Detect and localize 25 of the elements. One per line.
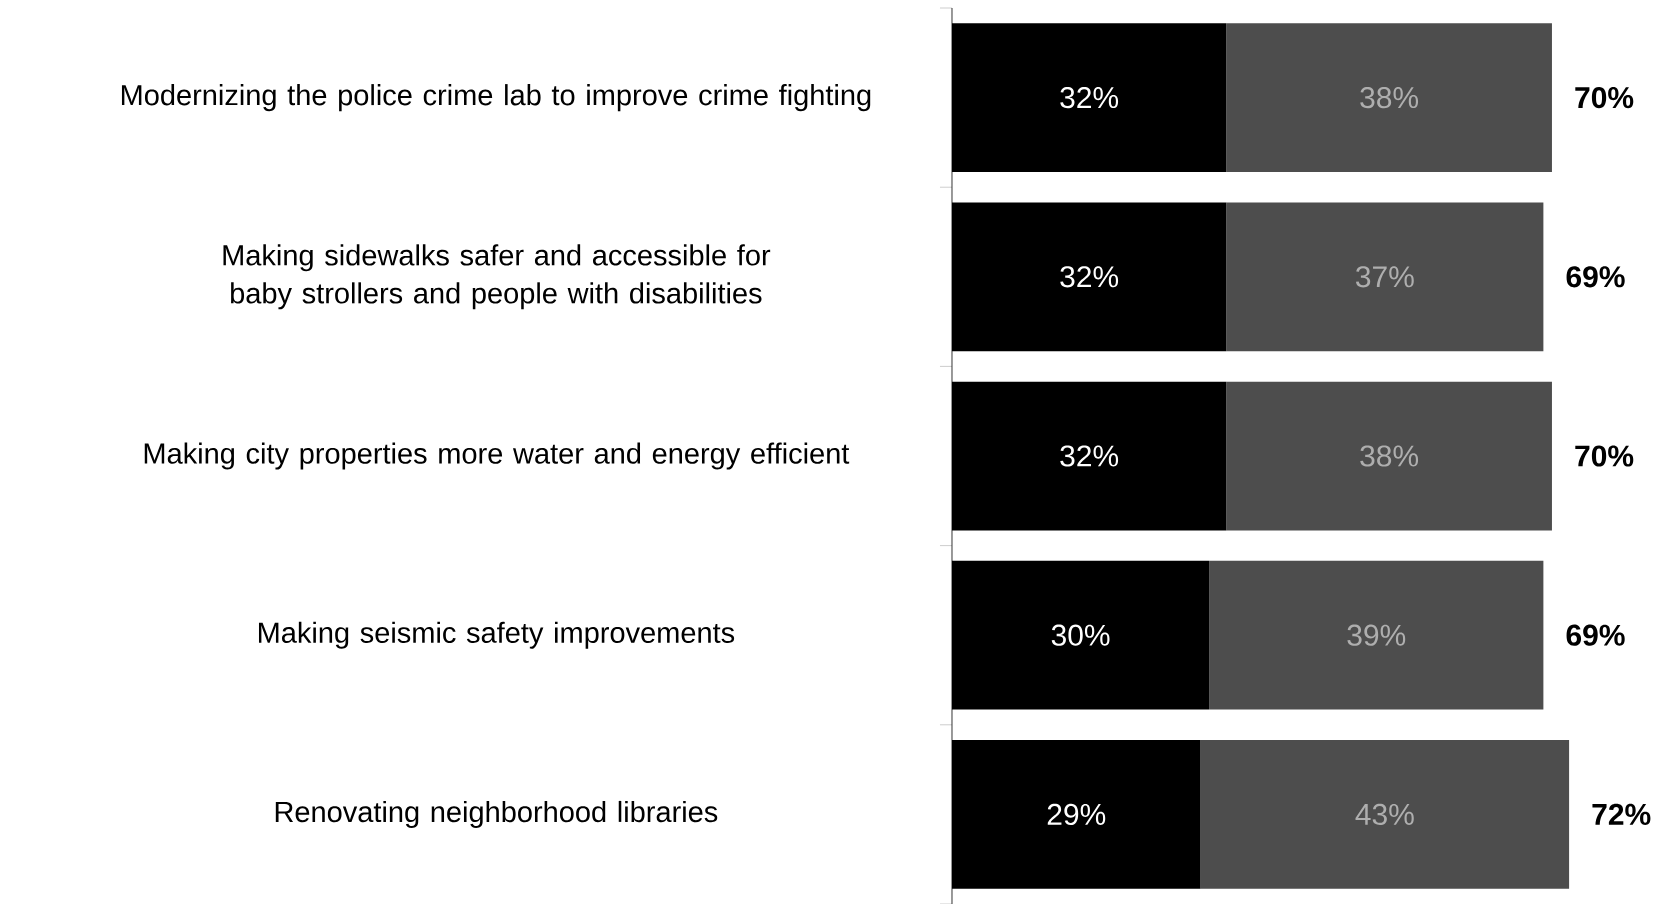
y-tick-label: Modernizing the police crime lab to improve crime fighting xyxy=(121,83,871,111)
data-label: 32% xyxy=(1060,86,1119,109)
bar xyxy=(1209,560,1544,710)
total-label: 69% xyxy=(1566,266,1625,288)
y-tick-label: Making sidewalks safer and accessible for baby strollers and people with disabilities xyxy=(223,244,771,310)
data-label: 39% xyxy=(1347,624,1406,646)
data-label: 32% xyxy=(1060,445,1119,467)
y-tick-label: Making city properties more water and energy efficient xyxy=(144,442,850,470)
total-label: 69% xyxy=(1566,624,1625,646)
data-label: 32% xyxy=(1060,266,1119,288)
data-label: 38% xyxy=(1360,86,1419,109)
bar xyxy=(1226,381,1552,531)
bar xyxy=(1226,202,1544,351)
total-label: 72% xyxy=(1592,803,1651,825)
data-label: 43% xyxy=(1355,803,1414,825)
data-label: 37% xyxy=(1355,266,1414,288)
y-tick-label: Renovating neighborhood libraries xyxy=(275,800,718,828)
total-label: 70% xyxy=(1575,86,1634,109)
y-tick-label: Making seismic safety improvements xyxy=(258,621,735,649)
data-label: 30% xyxy=(1051,624,1110,646)
total-label: 70% xyxy=(1575,445,1634,467)
data-label: 38% xyxy=(1360,445,1419,467)
bar xyxy=(1226,23,1552,172)
data-label: 29% xyxy=(1047,803,1106,825)
bar xyxy=(1200,739,1570,889)
